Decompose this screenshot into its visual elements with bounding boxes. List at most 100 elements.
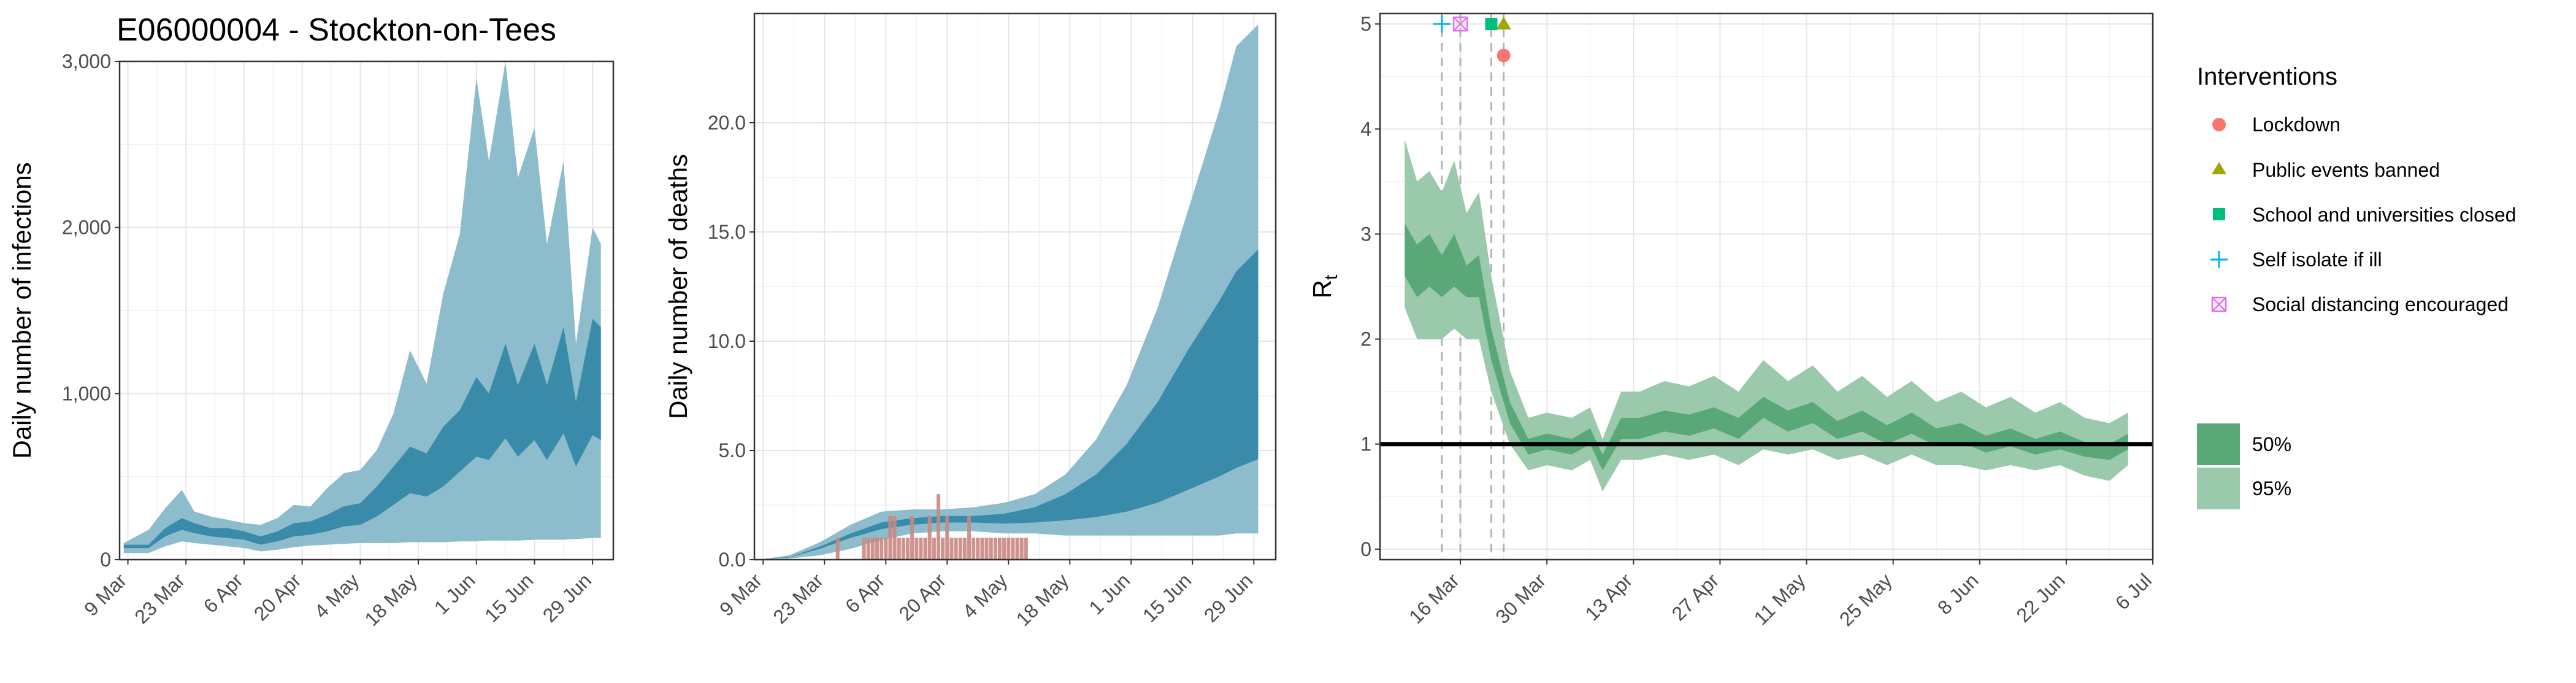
observed-death-bar [941,538,945,560]
observed-death-bar [862,538,866,560]
social-distancing-legend-marker [2211,296,2227,312]
observed-death-bar [962,538,967,560]
observed-death-bar [919,538,923,560]
intervention-marker-self-isolate-if-ill [1433,15,1451,33]
y-tick-label: 20.0 [708,112,746,134]
observed-death-bar [954,538,958,560]
band-95-area [759,24,1259,560]
observed-death-bar [972,538,976,560]
interventions-legend: Interventions Lockdown Public events ban… [2197,63,2516,509]
x-tick-label: 1 Jun [1084,569,1134,619]
observed-death-bar [976,538,980,560]
x-tick-label: 15 Jun [1138,569,1195,626]
legend-item-self-isolate: Self isolate if ill [2252,249,2382,271]
deaths-chart: 0.0 5.0 10.0 15.0 20.0 9 Mar 23 Mar 6 Apr 20 Apr… [664,12,1277,630]
observed-death-bar [997,538,1002,560]
school-legend-marker [2213,208,2225,220]
x-tick-label: 16 Mar [1405,569,1463,628]
band-50-legend-swatch [2197,423,2240,465]
plot-border [1379,12,2154,561]
y-tick-label: 10.0 [708,330,746,352]
x-tick-label: 22 Jun [2012,569,2069,626]
observed-death-bar [1015,538,1019,560]
intervention-marker-social-distancing-encouraged [1452,16,1468,32]
x-tick-label: 11 May [1749,569,1809,629]
observed-death-bar [905,538,910,560]
observed-death-bar [989,538,993,560]
x-tick-label: 30 Mar [1491,569,1550,628]
legend-item-social-distancing: Social distancing encouraged [2252,293,2509,315]
y-tick-label: 3,000 [62,50,111,72]
x-tick-label: 29 Jun [1200,569,1257,626]
y-tick-label: 4 [1360,118,1371,140]
band-95-area [1405,139,2128,492]
observed-death-bar [958,538,962,560]
x-tick-label: 4 May [958,569,1011,622]
legend-title: Interventions [2197,63,2337,90]
x-tick-label: 8 Jun [1933,569,1983,619]
observed-death-bar [984,538,989,560]
rt-chart: 0 1 2 3 4 5 16 Mar 30 Mar 13 Apr 27 Apr 11 May 25 M… [1308,12,2156,630]
x-tick-label: 15 Jun [480,569,537,626]
observed-death-bar [870,538,875,560]
x-tick-label: 9 Mar [80,569,131,620]
y-axis-title-text: Daily number of deaths [664,154,692,419]
plot-border [118,60,615,561]
y-tick-label: 5.0 [719,439,746,461]
x-tick-label: 1 Jun [430,569,480,619]
observed-death-bar [1019,538,1024,560]
x-tick-label: 18 May [1012,569,1073,630]
observed-death-bar [945,515,949,560]
x-tick-label: 18 May [360,569,421,630]
y-tick-label: 15.0 [708,221,746,243]
observed-death-bar [888,515,892,560]
y-axis-title: Daily number of infections [7,162,36,458]
x-tick-label: 23 Mar [130,569,189,628]
band-50-area [123,318,601,549]
observed-death-bar [892,515,897,560]
observed-death-bar [897,538,901,560]
observed-death-bar [967,515,972,560]
x-tick-label: 23 Mar [769,569,827,628]
y-tick-label: 1 [1360,433,1371,455]
observed-death-bar [1011,538,1015,560]
y-tick-label: 0 [100,549,111,571]
observed-death-bar [980,538,984,560]
intervention-marker-school-and-universities-closed [1485,18,1498,31]
x-tick-label: 29 Jun [539,569,596,626]
y-axis-title-text: Daily number of infections [7,162,36,458]
legend-item-lockdown: Lockdown [2252,114,2340,136]
observed-death-bar [949,538,954,560]
y-tick-label: 3 [1360,223,1371,245]
x-tick-label: 6 Apr [199,569,248,617]
y-axis-title-text: R [1308,280,1336,298]
observed-death-bar [923,538,927,560]
observed-death-bar [927,515,932,560]
observed-death-bar [1024,538,1028,560]
x-tick-label: 4 May [310,569,363,622]
observed-death-bar [910,515,914,560]
legend-item-school-closed: School and universities closed [2252,204,2516,226]
page-title: E06000004 - Stockton-on-Tees [117,12,556,48]
public-events-legend-marker [2212,162,2226,174]
y-tick-label: 1,000 [62,382,111,404]
observed-death-bar [993,538,997,560]
observed-death-bar [932,538,936,560]
self-isolate-legend-marker [2210,251,2228,268]
x-tick-label: 6 Apr [841,569,889,617]
y-tick-label: 0.0 [719,549,746,571]
observed-death-bar [914,538,919,560]
y-axis-title-subscript: t [1321,274,1341,280]
intervention-marker-lockdown [1497,48,1511,63]
observed-death-bar [936,494,941,560]
x-tick-label: 9 Mar [715,569,767,620]
observed-death-bar [884,538,888,560]
y-tick-label: 0 [1360,538,1371,560]
intervention-marker-public-events-banned [1496,17,1511,30]
plot-border [753,12,1277,561]
legend-band-50: 50% [2252,433,2291,455]
observed-death-bar [1006,538,1011,560]
legend-band-95: 95% [2252,477,2291,500]
